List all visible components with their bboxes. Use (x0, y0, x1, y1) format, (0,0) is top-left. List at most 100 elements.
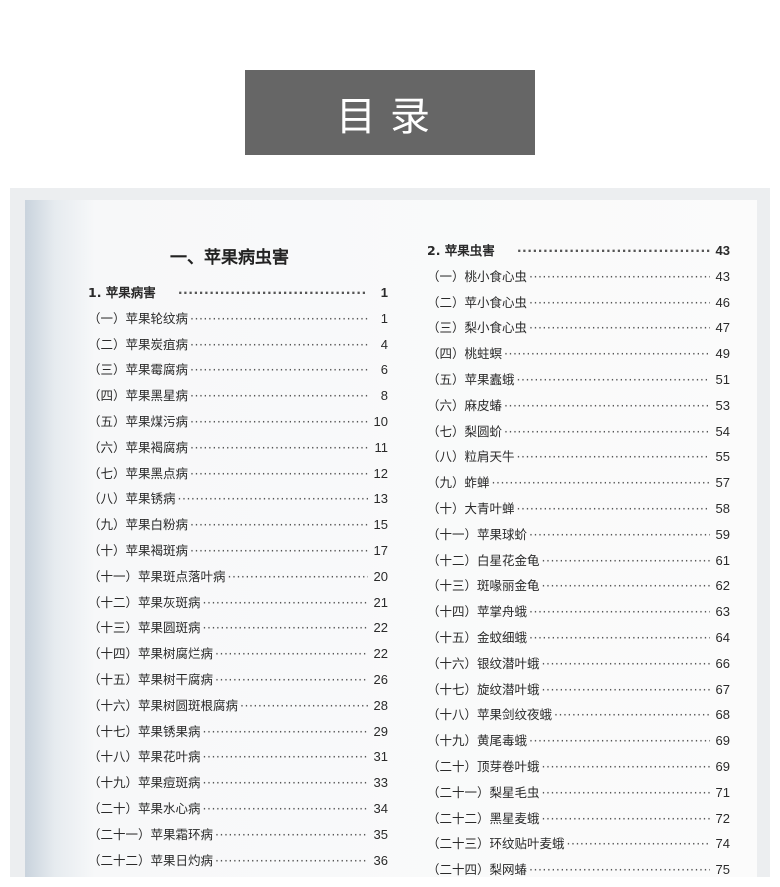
toc-entry: （十）苹果褐斑病 17 (88, 542, 388, 568)
dot-leader (190, 542, 368, 560)
entry-title: （二十）顶芽卷叶蛾 (427, 758, 540, 774)
dot-leader (542, 681, 710, 699)
toc-entry: （一）苹果轮纹病 1 (88, 310, 388, 336)
dot-leader (529, 526, 710, 544)
entry-title: （十六）苹果树圆斑根腐病 (88, 697, 239, 713)
entry-title: （三）苹果霉腐病 (88, 362, 189, 378)
dot-leader (215, 645, 368, 663)
entry-title: （二十四）梨网蝽 (427, 862, 528, 878)
page-number: 13 (373, 491, 388, 507)
page-number: 22 (373, 620, 388, 636)
dot-leader (504, 423, 710, 441)
entry-title: （十五）金蚊细蛾 (427, 629, 528, 645)
page-number: 58 (715, 500, 730, 516)
dot-leader (517, 448, 710, 466)
entry-title: （一）桃小食心虫 (427, 268, 528, 284)
toc-entry: （十五）金蚊细蛾 64 (427, 629, 730, 655)
toc-entry: （十四）苹果树腐烂病 22 (88, 645, 388, 671)
dot-leader (567, 835, 710, 853)
page-number: 34 (373, 800, 388, 816)
page-number: 72 (715, 810, 730, 826)
toc-entry: （二十）苹果水心病 34 (88, 800, 388, 826)
dot-leader (190, 413, 368, 431)
toc-entry: （十九）苹果痘斑病 33 (88, 774, 388, 800)
entry-title: （九）苹果白粉病 (88, 517, 189, 533)
dot-leader (203, 619, 368, 637)
dot-leader (215, 852, 368, 870)
toc-column-right: 2. 苹果虫害43（一）桃小食心虫43（二）苹小食心虫46（三）梨小食心虫47（… (427, 242, 730, 887)
entry-title: （十九）苹果痘斑病 (88, 775, 201, 791)
entry-title: （八）苹果锈病 (88, 491, 176, 507)
page-number: 62 (715, 578, 730, 594)
page-number: 21 (373, 594, 388, 610)
entry-title: （十四）苹果树腐烂病 (88, 646, 214, 662)
dot-leader (517, 242, 710, 260)
page-number: 1 (380, 310, 388, 326)
dot-leader (228, 568, 368, 586)
toc-entry: （五）苹果蠹蛾 51 (427, 371, 730, 397)
entry-title: （十二）白星花金龟 (427, 552, 540, 568)
dot-leader (504, 397, 710, 415)
entry-title: （二十一）梨星毛虫 (427, 784, 540, 800)
dot-leader (203, 594, 368, 612)
toc-entry: （九）苹果白粉病 15 (88, 516, 388, 542)
toc-entry: （八）粒肩天牛 55 (427, 448, 730, 474)
dot-leader (529, 861, 710, 879)
entry-title: （八）粒肩天牛 (427, 449, 515, 465)
page-number: 61 (715, 552, 730, 568)
page-number: 8 (380, 388, 388, 404)
entry-title: （二）苹果炭疽病 (88, 336, 189, 352)
page-number: 10 (373, 413, 388, 429)
page-number: 47 (715, 320, 730, 336)
dot-leader (542, 758, 710, 776)
dot-leader (190, 361, 368, 379)
toc-entry: （三）梨小食心虫 47 (427, 319, 730, 345)
entry-title: （九）蚱蝉 (427, 475, 490, 491)
entry-title: （十七）苹果锈果病 (88, 723, 201, 739)
dot-leader (190, 336, 368, 354)
dot-leader (240, 697, 368, 715)
page-number: 49 (715, 346, 730, 362)
page-number: 36 (373, 852, 388, 868)
dot-leader (542, 784, 710, 802)
entry-title: （二十三）环纹贴叶麦蛾 (427, 836, 565, 852)
entry-title: （三）梨小食心虫 (427, 320, 528, 336)
toc-entry: （十八）苹果花叶病 31 (88, 748, 388, 774)
page-number: 35 (373, 826, 388, 842)
toc-entry: （六）麻皮蝽 53 (427, 397, 730, 423)
page-number: 26 (373, 671, 388, 687)
toc-entry: （十三）斑喙丽金龟 62 (427, 577, 730, 603)
toc-entry: （四）苹果黑星病 8 (88, 387, 388, 413)
entry-title: （七）苹果黑点病 (88, 465, 189, 481)
dot-leader (190, 465, 368, 483)
page-number: 55 (715, 449, 730, 465)
dot-leader (203, 723, 368, 741)
entry-title: （十六）银纹潜叶蛾 (427, 655, 540, 671)
page-number: 69 (715, 758, 730, 774)
entry-title: （十一）苹果球蚧 (427, 526, 528, 542)
page-number: 67 (715, 681, 730, 697)
dot-leader (178, 284, 368, 302)
toc-entry: （十二）白星花金龟 61 (427, 552, 730, 578)
toc-entry: （二十）顶芽卷叶蛾 69 (427, 758, 730, 784)
page-number: 54 (715, 423, 730, 439)
page-number: 51 (715, 371, 730, 387)
page-number: 4 (380, 336, 388, 352)
dot-leader (203, 748, 368, 766)
entry-title: （二十）苹果水心病 (88, 800, 201, 816)
dot-leader (542, 577, 710, 595)
dot-leader (542, 552, 710, 570)
toc-entry: （二十二）黑星麦蛾 72 (427, 810, 730, 836)
entry-title: （十三）斑喙丽金龟 (427, 578, 540, 594)
page-number: 11 (374, 439, 389, 455)
dot-leader (517, 371, 710, 389)
page-number: 53 (715, 397, 730, 413)
dot-leader (517, 500, 710, 518)
dot-leader (190, 516, 368, 534)
toc-entry: （二十二）苹果日灼病 36 (88, 852, 388, 878)
banner-title: 目录 (336, 93, 444, 140)
entry-title: （十九）黄尾毒蛾 (427, 733, 528, 749)
dot-leader (542, 655, 710, 673)
toc-entry: （七）梨圆蚧 54 (427, 423, 730, 449)
page-number: 64 (715, 629, 730, 645)
